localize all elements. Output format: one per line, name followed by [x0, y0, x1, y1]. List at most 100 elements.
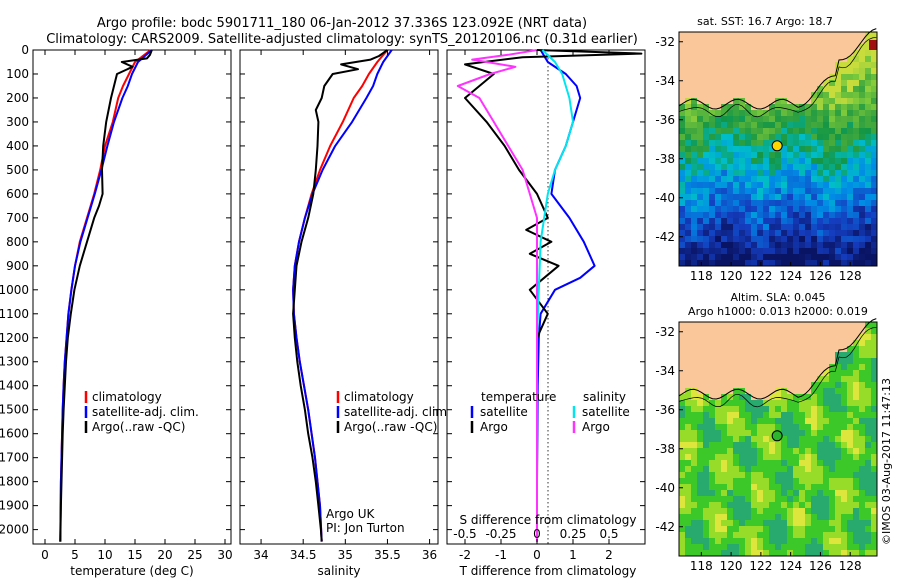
sla-map-cell — [679, 358, 685, 364]
sla-map-cell — [841, 352, 847, 358]
sla-map-cell — [763, 526, 769, 532]
sla-map-cell — [757, 508, 763, 514]
sst-map-cell — [697, 164, 703, 170]
sla-map-cell — [793, 544, 799, 550]
sst-map-cell — [685, 128, 691, 134]
sla-map-cell — [841, 322, 847, 328]
sla-map-cell — [811, 436, 817, 442]
sla-map-cell — [721, 370, 727, 376]
sst-map-cell — [751, 50, 757, 56]
sst-map-cell — [775, 32, 781, 38]
sla-map-cell — [685, 538, 691, 544]
sla-map-cell — [679, 376, 685, 382]
sla-map-cell — [805, 400, 811, 406]
sla-map-cell — [739, 532, 745, 538]
sst-map-cell — [715, 206, 721, 212]
sla-map-cell — [709, 526, 715, 532]
sla-map-cell — [715, 472, 721, 478]
sst-map-cell — [793, 242, 799, 248]
sst-map-cell — [715, 200, 721, 206]
sst-map-cell — [853, 62, 859, 68]
sst-map-cell — [769, 86, 775, 92]
y-tick-label: 800 — [6, 235, 29, 249]
sla-map-cell — [823, 538, 829, 544]
sla-map-cell — [775, 466, 781, 472]
sla-map-cell — [697, 520, 703, 526]
sla-map-cell — [745, 442, 751, 448]
sla-map-cell — [715, 424, 721, 430]
sla-map-cell — [721, 400, 727, 406]
sst-map-cell — [775, 224, 781, 230]
sst-map-cell — [817, 86, 823, 92]
sst-map-cell — [703, 164, 709, 170]
sst-map-cell — [799, 236, 805, 242]
sst-map-cell — [823, 206, 829, 212]
sst-map-cell — [691, 86, 697, 92]
sla-map-cell — [727, 400, 733, 406]
sla-map-cell — [781, 340, 787, 346]
sla-map-cell — [745, 532, 751, 538]
sst-map-cell — [691, 44, 697, 50]
sla-map-cell — [721, 472, 727, 478]
sst-map-cell — [757, 68, 763, 74]
sst-map-cell — [715, 218, 721, 224]
sst-map-cell — [781, 260, 787, 266]
sst-map-cell — [757, 242, 763, 248]
sla-map-cell — [721, 418, 727, 424]
sla-map-cell — [787, 472, 793, 478]
sst-map-cell — [763, 128, 769, 134]
sla-map-cell — [847, 352, 853, 358]
sst-map-cell — [721, 80, 727, 86]
sla-map-cell — [799, 496, 805, 502]
sla-map-cell — [841, 448, 847, 454]
sst-map-cell — [769, 206, 775, 212]
sla-map-cell — [685, 430, 691, 436]
sla-map-cell — [745, 412, 751, 418]
sst-map-cell — [793, 236, 799, 242]
sst-map-cell — [685, 92, 691, 98]
sst-map-cell — [691, 254, 697, 260]
sla-map-cell — [751, 508, 757, 514]
sst-map-cell — [763, 86, 769, 92]
sst-map-cell — [859, 194, 865, 200]
sla-map-cell — [685, 340, 691, 346]
sla-map-cell — [709, 430, 715, 436]
sst-map-cell — [829, 248, 835, 254]
sla-map-cell — [769, 406, 775, 412]
sla-map-cell — [811, 322, 817, 328]
sla-map-cell — [679, 388, 685, 394]
sla-map-cell — [703, 478, 709, 484]
sst-map-cell — [823, 152, 829, 158]
sst-map-cell — [793, 44, 799, 50]
sst-map-cell — [751, 38, 757, 44]
sla-map-cell — [715, 430, 721, 436]
sst-map-cell — [757, 122, 763, 128]
sla-map-cell — [751, 538, 757, 544]
sla-map-cell — [721, 454, 727, 460]
sla-map-cell — [829, 412, 835, 418]
sla-map-cell — [703, 340, 709, 346]
sst-map-cell — [871, 110, 877, 116]
sst-map-cell — [859, 140, 865, 146]
sst-map-cell — [685, 122, 691, 128]
sst-map-cell — [823, 218, 829, 224]
sst-map-cell — [793, 182, 799, 188]
sst-map-cell — [847, 134, 853, 140]
sst-map-cell — [781, 122, 787, 128]
sla-map-cell — [853, 484, 859, 490]
sla-map-cell — [715, 358, 721, 364]
sla-map-cell — [817, 508, 823, 514]
sst-map-cell — [697, 56, 703, 62]
sla-map-cell — [835, 544, 841, 550]
sla-map-cell — [721, 436, 727, 442]
y-tick-label: 1300 — [0, 355, 29, 369]
sst-map-cell — [727, 248, 733, 254]
sst-map-cell — [817, 116, 823, 122]
sst-map-cell — [865, 254, 871, 260]
sst-map-cell — [721, 56, 727, 62]
sla-map-cell — [715, 322, 721, 328]
sst-map-cell — [739, 92, 745, 98]
sst-map-cell — [727, 104, 733, 110]
sst-map-cell — [853, 32, 859, 38]
sst-map-cell — [823, 98, 829, 104]
